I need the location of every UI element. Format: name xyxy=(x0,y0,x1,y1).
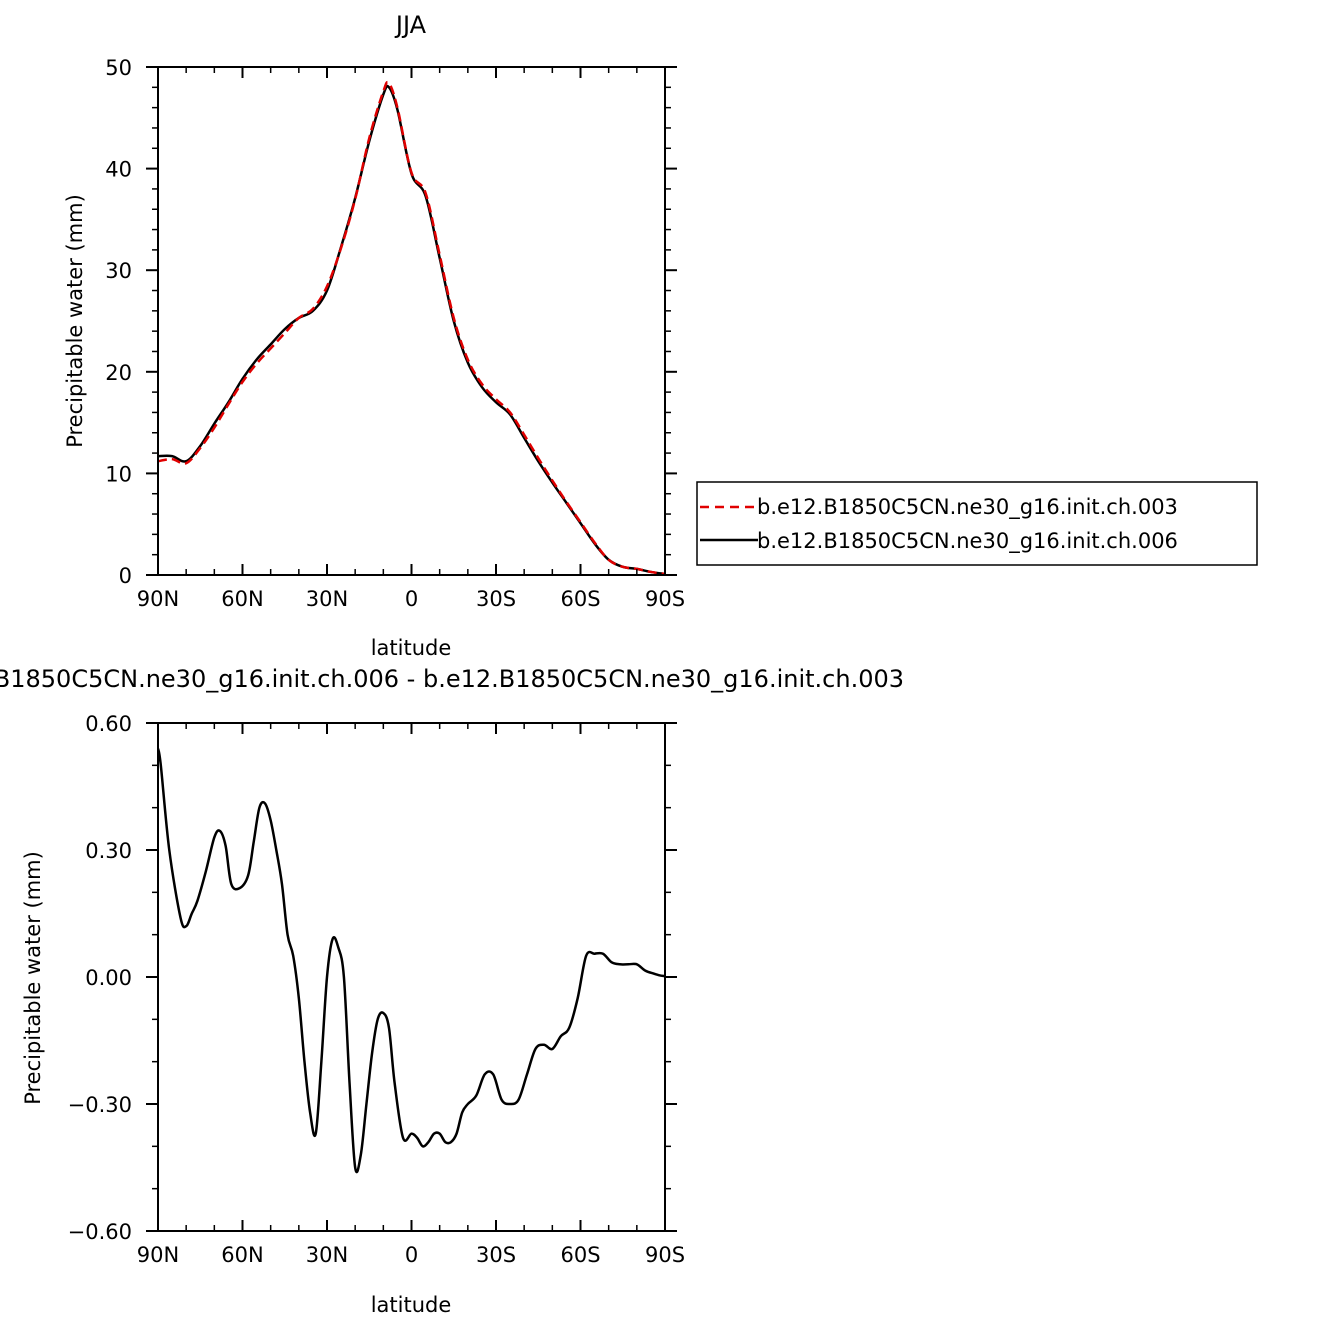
bottom-y-tick-label: 0.60 xyxy=(85,712,132,736)
bottom-x-tick-label: 60N xyxy=(221,1243,263,1267)
top-y-tick-label: 40 xyxy=(105,158,132,182)
bottom-x-tick-label: 60S xyxy=(560,1243,600,1267)
bottom-x-tick-labels: 90N 60N 30N 0 30S 60S 90S xyxy=(137,1243,685,1267)
top-ticks xyxy=(146,66,677,576)
top-chart-panel: JJA 90N 60N 30N 0 30S 60S 90S 0 10 20 30 40 50 lati… xyxy=(63,11,685,660)
top-x-tick-label: 90S xyxy=(645,587,685,611)
top-y-tick-label: 20 xyxy=(105,361,132,385)
top-y-tick-label: 0 xyxy=(119,564,132,588)
top-chart-title: JJA xyxy=(394,11,427,39)
legend-label-series-1: b.e12.B1850C5CN.ne30_g16.init.ch.003 xyxy=(757,495,1178,520)
top-x-tick-label: 30N xyxy=(306,587,348,611)
bottom-x-axis-label: latitude xyxy=(371,1293,452,1317)
legend-box xyxy=(696,481,1258,566)
top-y-tick-labels: 0 10 20 30 40 50 xyxy=(105,56,132,588)
top-x-tick-label: 60N xyxy=(221,587,263,611)
bottom-chart-panel: b.e12.B1850C5CN.ne30_g16.init.ch.006 - b… xyxy=(0,665,904,1317)
top-series-group xyxy=(158,80,665,575)
top-x-tick-label: 0 xyxy=(405,587,418,611)
top-x-axis-label: latitude xyxy=(371,636,452,660)
top-y-tick-label: 30 xyxy=(105,259,132,283)
top-series-line-2 xyxy=(158,84,665,575)
bottom-plot-frame xyxy=(157,722,666,1232)
bottom-x-tick-label: 90S xyxy=(645,1243,685,1267)
bottom-ticks xyxy=(146,722,677,1232)
top-x-tick-label: 60S xyxy=(560,587,600,611)
top-x-tick-labels: 90N 60N 30N 0 30S 60S 90S xyxy=(137,587,685,611)
top-plot-frame xyxy=(157,66,666,576)
top-y-axis-label: Precipitable water (mm) xyxy=(63,194,87,448)
bottom-chart-title: b.e12.B1850C5CN.ne30_g16.init.ch.006 - b… xyxy=(0,665,904,693)
legend-label-series-2: b.e12.B1850C5CN.ne30_g16.init.ch.006 xyxy=(757,529,1178,554)
bottom-y-tick-labels: 0.60 0.30 0.00 −0.30 −0.60 xyxy=(68,712,132,1244)
bottom-y-tick-label: 0.00 xyxy=(85,966,132,990)
bottom-y-tick-label: −0.60 xyxy=(68,1220,132,1244)
bottom-series-line-1 xyxy=(158,748,665,1174)
bottom-y-tick-label: 0.30 xyxy=(85,839,132,863)
legend: b.e12.B1850C5CN.ne30_g16.init.ch.003 b.e… xyxy=(696,481,1258,566)
bottom-x-tick-label: 30S xyxy=(476,1243,516,1267)
top-y-tick-label: 50 xyxy=(105,56,132,80)
top-y-tick-label: 10 xyxy=(105,462,132,486)
bottom-y-axis-label: Precipitable water (mm) xyxy=(21,851,45,1105)
bottom-y-tick-label: −0.30 xyxy=(68,1093,132,1117)
top-x-tick-label: 90N xyxy=(137,587,179,611)
top-series-line-1 xyxy=(158,80,665,575)
bottom-x-tick-label: 0 xyxy=(405,1243,418,1267)
bottom-x-tick-label: 30N xyxy=(306,1243,348,1267)
top-x-tick-label: 30S xyxy=(476,587,516,611)
bottom-x-tick-label: 90N xyxy=(137,1243,179,1267)
bottom-series-group xyxy=(158,748,665,1174)
